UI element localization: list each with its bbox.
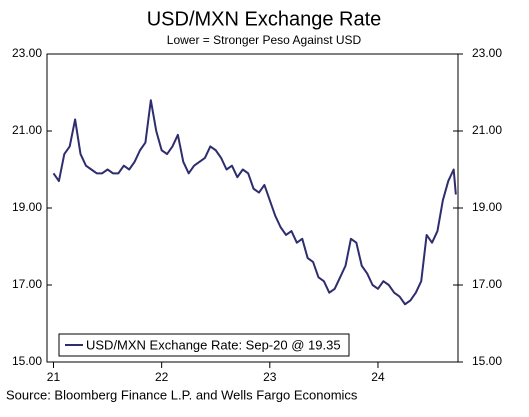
y2-tick-label: 15.00: [472, 354, 502, 368]
legend-box: [58, 333, 350, 357]
y-tick-label: 23.00: [12, 46, 42, 60]
x-tick-label: 22: [155, 370, 169, 384]
x-tick-label: 21: [47, 370, 61, 384]
y-tick-label: 21.00: [12, 123, 42, 137]
x-tick-label: 23: [263, 370, 277, 384]
y2-tick-label: 19.00: [472, 200, 502, 214]
chart-title: USD/MXN Exchange Rate: [147, 8, 382, 30]
y-tick-label: 15.00: [12, 354, 42, 368]
data-line: [52, 99, 457, 306]
y2-tick-label: 21.00: [472, 123, 502, 137]
x-tick-label: 24: [371, 370, 385, 384]
y-tick-label: 17.00: [12, 277, 42, 291]
plot-frame: [46, 53, 459, 363]
y2-tick-label: 17.00: [472, 277, 502, 291]
legend-label: USD/MXN Exchange Rate: Sep-20 @ 19.35: [86, 337, 341, 352]
y2-tick-label: 23.00: [472, 46, 502, 60]
source-note: Source: Bloomberg Finance L.P. and Wells…: [6, 387, 358, 402]
chart-subtitle: Lower = Stronger Peso Against USD: [167, 33, 362, 47]
y-tick-label: 19.00: [12, 200, 42, 214]
